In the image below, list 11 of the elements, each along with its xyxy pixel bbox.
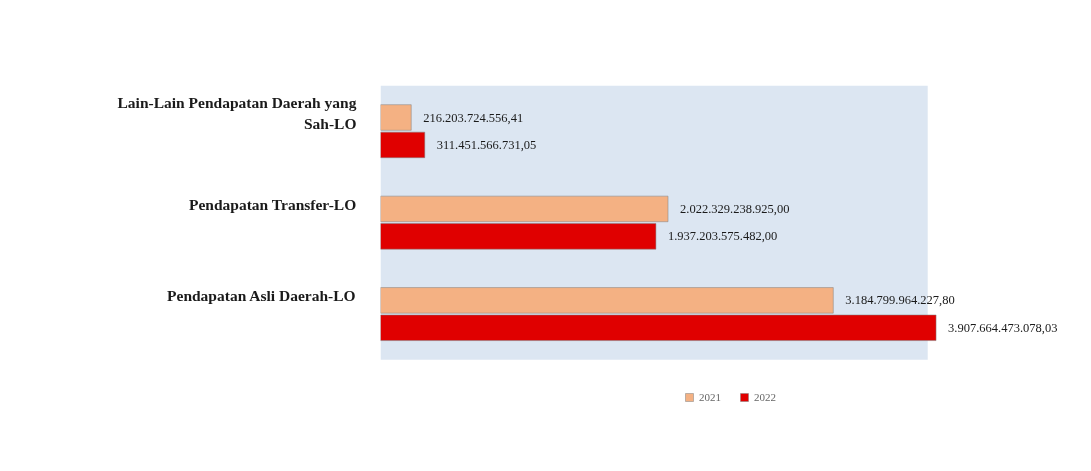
y-tick-label: Pendapatan Transfer-LO: [189, 195, 357, 213]
y-tick-label: Lain-Lain Pendapatan Daerah yang Sah-LO: [117, 94, 357, 132]
data-label: 2.022.329.238.925,00: [680, 201, 790, 216]
data-label: 216.203.724.556,41: [423, 110, 524, 125]
data-label: 3.184.799.964.227,80: [845, 293, 955, 308]
data-label: 311.451.566.731,05: [436, 137, 537, 152]
legend-label: 2021: [699, 391, 721, 403]
data-label: 3.907.664.473.078,03: [948, 320, 1058, 335]
y-tick-label: Pendapatan Asli Daerah-LO: [167, 287, 356, 305]
legend-label: 2022: [754, 391, 776, 403]
data-label: 1.937.203.575.482,00: [667, 229, 778, 244]
